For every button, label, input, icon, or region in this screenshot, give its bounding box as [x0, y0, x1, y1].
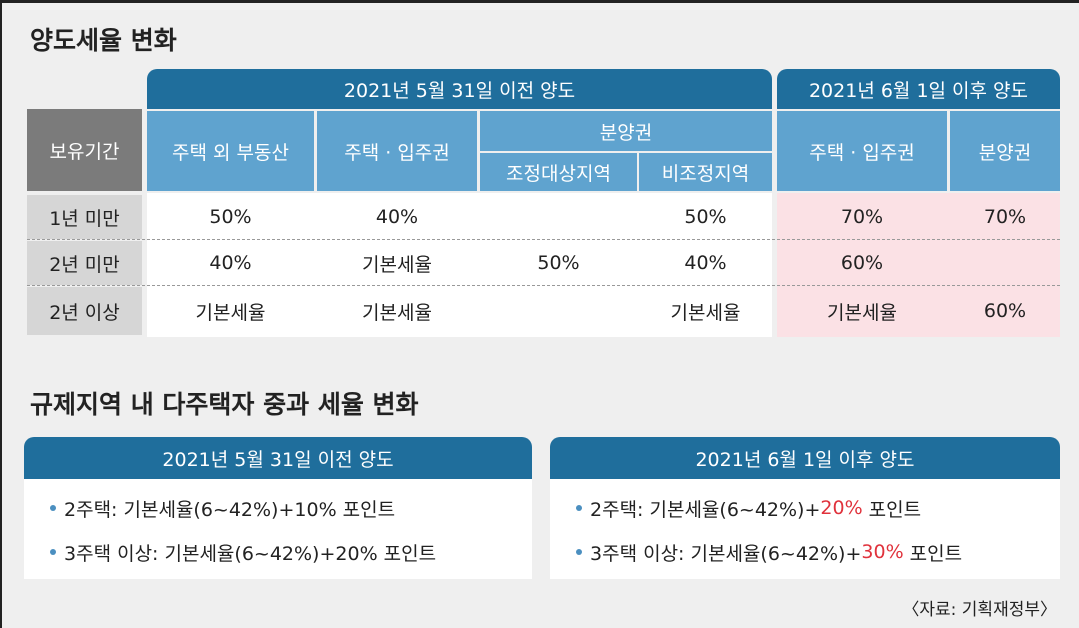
cell: 70% [983, 206, 1027, 228]
source: 〈자료: 기획재정부〉 [902, 599, 1057, 620]
text: 2주택: 기본세율(6~42%)+ [590, 498, 821, 521]
cell: 50% [537, 252, 580, 274]
cell: 60% [840, 252, 884, 274]
cell: 60% [983, 300, 1027, 322]
cell: 기본세율 [670, 301, 741, 324]
row-divider [27, 285, 1060, 286]
column-header: 주택 · 입주권 [317, 111, 477, 191]
title: 양도세율 변화 [30, 26, 177, 55]
cell: 기본세율 [195, 301, 266, 324]
text: 포인트 [862, 498, 922, 521]
box-header: 2021년 6월 1일 이후 양도 [550, 437, 1060, 479]
cell: 기본세율 [362, 253, 432, 276]
item: 3주택 이상: 기본세율(6~42%)+20% 포인트 [50, 533, 436, 571]
header-after: 2021년 6월 1일 이후 양도 [777, 69, 1060, 109]
cell: 50% [684, 206, 727, 228]
cell: 40% [684, 252, 727, 274]
column-header: 주택 외 부동산 [147, 111, 314, 191]
row-label: 1년 미만 [27, 195, 142, 239]
body-bg-highlight [777, 193, 1060, 337]
row-label: 2년 미만 [27, 241, 142, 285]
cell: 기본세율 [362, 301, 432, 324]
item: 2주택: 기본세율(6~42%)+10% 포인트 [50, 489, 395, 527]
cell: 40% [375, 206, 419, 228]
cell: 50% [209, 206, 252, 228]
text: 포인트 [903, 542, 963, 565]
row-label: 2년 이상 [27, 287, 142, 335]
item: 3주택 이상: 기본세율(6~42%)+ 30% 포인트 [576, 533, 962, 571]
column-header: 분양권 [480, 111, 772, 151]
section-title: 규제지역 내 다주택자 중과 세율 변화 [30, 390, 419, 419]
header-before: 2021년 5월 31일 이전 양도 [147, 69, 772, 109]
box-header: 2021년 5월 31일 이전 양도 [24, 437, 532, 479]
cell: 기본세율 [827, 301, 897, 324]
period-header: 보유기간 [27, 109, 142, 191]
body-bg [147, 193, 772, 337]
highlight: 20% [820, 497, 863, 519]
subcolumn-header: 비조정지역 [639, 153, 772, 191]
cell: 40% [209, 252, 252, 274]
highlight: 30% [861, 541, 904, 563]
cell: 70% [840, 206, 884, 228]
row-divider [27, 239, 1060, 240]
column-header: 주택 · 입주권 [777, 111, 947, 191]
subcolumn-header: 조정대상지역 [480, 153, 637, 191]
text: 3주택 이상: 기본세율(6~42%)+ [590, 542, 862, 565]
column-header: 분양권 [950, 111, 1060, 191]
item: 2주택: 기본세율(6~42%)+ 20% 포인트 [576, 489, 921, 527]
